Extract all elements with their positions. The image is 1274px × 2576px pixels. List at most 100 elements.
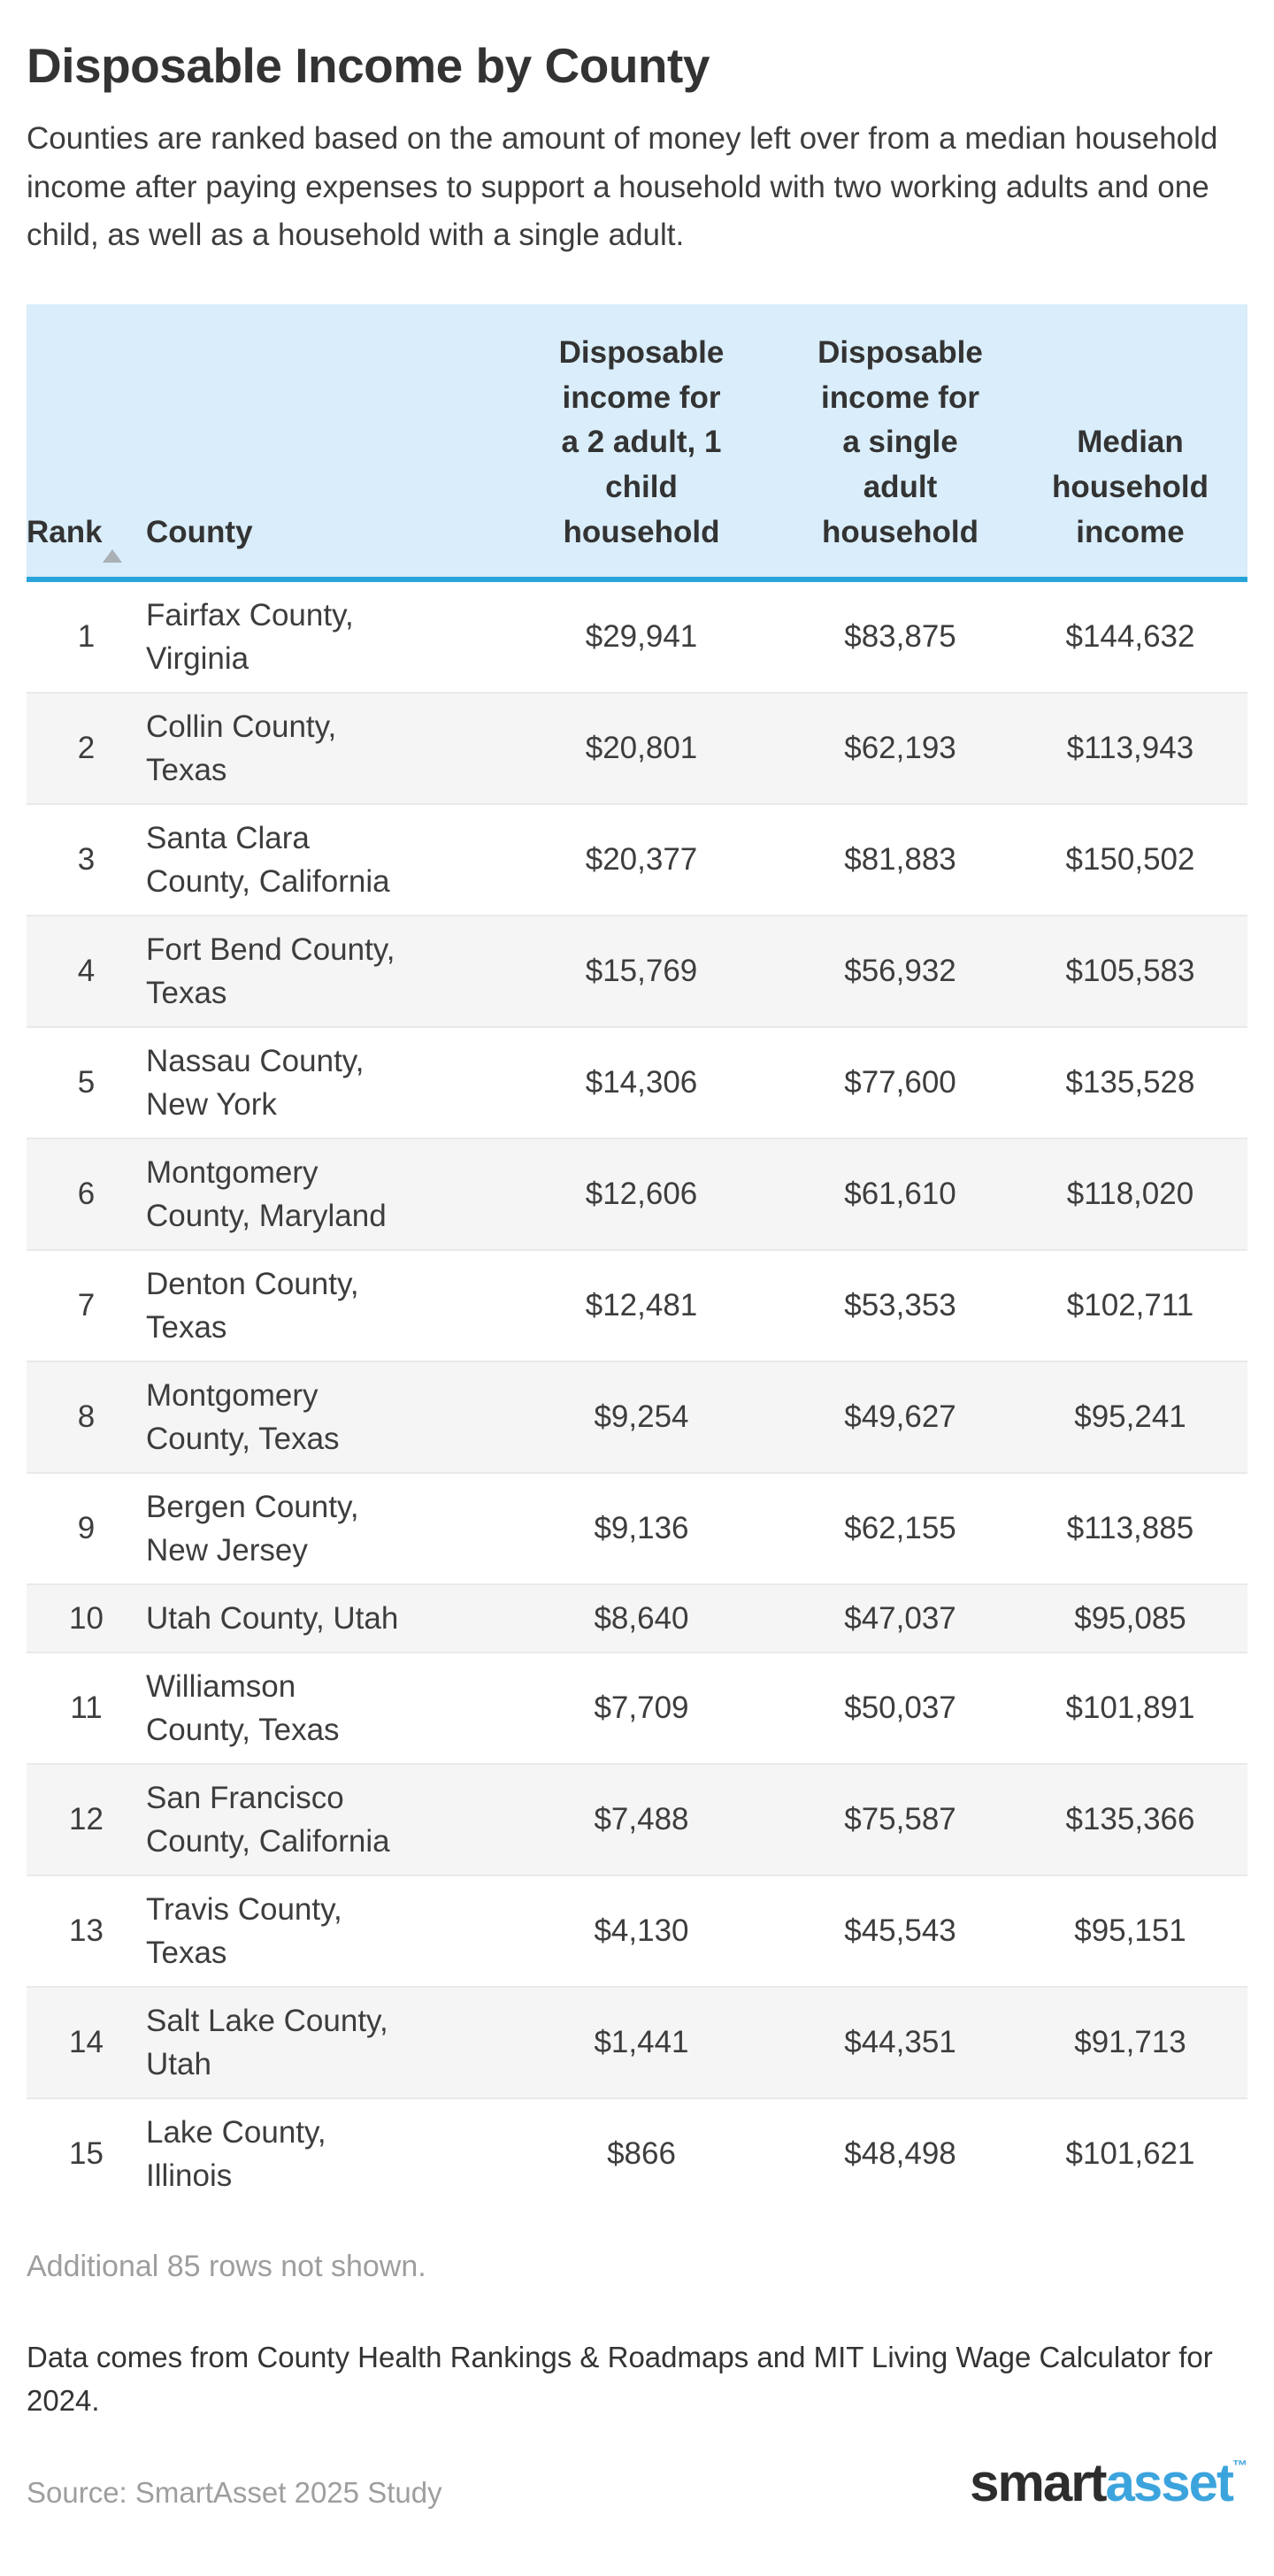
- table-row: 13 Travis County, Texas $4,130 $45,543 $95,1…: [27, 1874, 1247, 1987]
- page-description: Counties are ranked based on the amount …: [27, 121, 1218, 253]
- disposable-single-cell: $44,351: [787, 1985, 1013, 2098]
- table-row: 5 Nassau County, New York $14,306 $77,600 $1…: [27, 1025, 1247, 1138]
- data-source-note: Data comes from County Health Rankings &…: [27, 2340, 1213, 2418]
- disposable-2a1c-cell: $12,606: [495, 1137, 787, 1250]
- table-header: Rank County Disposable income for a 2 ad…: [27, 303, 1247, 582]
- disposable-single-cell: $47,037: [787, 1583, 1013, 1652]
- table-row: 2 Collin County, Texas $20,801 $62,193 $113,…: [27, 691, 1247, 804]
- footer: Source: SmartAsset 2025 Study smartasset…: [27, 2456, 1247, 2510]
- disposable-2a1c-cell: $12,481: [495, 1248, 787, 1361]
- county-header-label: County: [146, 514, 253, 549]
- median-income-cell: $101,891: [1013, 1651, 1247, 1764]
- disposable-single-cell: $53,353: [787, 1248, 1013, 1361]
- table-header-row: Rank County Disposable income for a 2 ad…: [27, 303, 1247, 582]
- disposable-2a1c-cell: $8,640: [495, 1583, 787, 1652]
- table-row: 7 Denton County, Texas $12,481 $53,353 $102,…: [27, 1248, 1247, 1361]
- median-income-header-label: Median household income: [1052, 425, 1209, 549]
- disposable-single-cell: $62,193: [787, 691, 1013, 804]
- disposable-single-cell: $75,587: [787, 1762, 1013, 1875]
- county-cell: Lake County, Illinois: [146, 2097, 495, 2209]
- county-cell: Salt Lake County, Utah: [146, 1985, 495, 2098]
- median-income-cell: $135,366: [1013, 1762, 1247, 1875]
- rank-cell: 12: [27, 1762, 146, 1875]
- disposable-single-cell: $83,875: [787, 578, 1013, 693]
- county-cell: Montgomery County, Maryland: [146, 1137, 495, 1250]
- sort-ascending-icon[interactable]: [102, 514, 122, 563]
- disposable-single-cell: $77,600: [787, 1025, 1013, 1138]
- table-row: 3 Santa Clara County, California $20,377 $8…: [27, 802, 1247, 916]
- disposable-single-cell: $61,610: [787, 1137, 1013, 1250]
- table-row: 10 Utah County, Utah $8,640 $47,037 $95,085: [27, 1583, 1247, 1652]
- disposable-2a1c-cell: $15,769: [495, 914, 787, 1027]
- disposable-2a1c-cell: $20,377: [495, 802, 787, 916]
- median-income-cell: $91,713: [1013, 1985, 1247, 2098]
- rank-cell: 11: [27, 1651, 146, 1764]
- county-cell: Denton County, Texas: [146, 1248, 495, 1361]
- table-row: 11 Williamson County, Texas $7,709 $50,037 $…: [27, 1651, 1247, 1764]
- median-income-cell: $105,583: [1013, 914, 1247, 1027]
- median-income-cell: $135,528: [1013, 1025, 1247, 1138]
- smartasset-logo: smartasset™: [970, 2456, 1247, 2510]
- column-header-median-household-income[interactable]: Median household income: [1013, 303, 1247, 582]
- county-cell: Bergen County, New Jersey: [146, 1471, 495, 1584]
- county-cell: Santa Clara County, California: [146, 802, 495, 916]
- disposable-single-header-label: Disposable income for a single adult hou…: [817, 334, 983, 549]
- rank-cell: 7: [27, 1248, 146, 1361]
- median-income-cell: $95,085: [1013, 1583, 1247, 1652]
- disposable-income-table: Rank County Disposable income for a 2 ad…: [27, 303, 1247, 2209]
- additional-rows-note: Additional 85 rows not shown.: [27, 2249, 426, 2283]
- disposable-2a1c-cell: $1,441: [495, 1985, 787, 2098]
- disposable-single-cell: $49,627: [787, 1360, 1013, 1473]
- disposable-2a1c-cell: $866: [495, 2097, 787, 2209]
- disposable-single-cell: $48,498: [787, 2097, 1013, 2209]
- county-cell: Collin County, Texas: [146, 691, 495, 804]
- table-row: 1 Fairfax County, Virginia $29,941 $83,875 $…: [27, 578, 1247, 693]
- median-income-cell: $144,632: [1013, 578, 1247, 693]
- county-cell: Williamson County, Texas: [146, 1651, 495, 1764]
- disposable-single-cell: $81,883: [787, 802, 1013, 916]
- disposable-2a1c-cell: $20,801: [495, 691, 787, 804]
- median-income-cell: $118,020: [1013, 1137, 1247, 1250]
- table-row: 14 Salt Lake County, Utah $1,441 $44,351 $91…: [27, 1985, 1247, 2098]
- page-title: Disposable Income by County: [27, 38, 710, 93]
- rank-cell: 13: [27, 1874, 146, 1987]
- disposable-single-cell: $62,155: [787, 1471, 1013, 1584]
- trademark-symbol: ™: [1232, 2457, 1247, 2474]
- study-source-label: Source: SmartAsset 2025 Study: [27, 2475, 442, 2509]
- table-row: 15 Lake County, Illinois $866 $48,498 $101,6…: [27, 2097, 1247, 2209]
- disposable-2a1c-cell: $7,709: [495, 1651, 787, 1764]
- county-cell: Fort Bend County, Texas: [146, 914, 495, 1027]
- rank-cell: 8: [27, 1360, 146, 1473]
- rank-cell: 15: [27, 2097, 146, 2209]
- rank-header-block: Rank: [27, 510, 122, 563]
- column-header-county[interactable]: County: [146, 303, 495, 582]
- median-income-cell: $113,943: [1013, 691, 1247, 804]
- disposable-single-cell: $45,543: [787, 1874, 1013, 1987]
- median-income-cell: $95,241: [1013, 1360, 1247, 1473]
- rank-cell: 1: [27, 578, 146, 693]
- rank-cell: 14: [27, 1985, 146, 2098]
- table-body: 1 Fairfax County, Virginia $29,941 $83,875 $…: [27, 578, 1247, 2209]
- disposable-2a1c-cell: $14,306: [495, 1025, 787, 1138]
- page: Disposable Income by County Counties are…: [27, 38, 1247, 2510]
- disposable-single-cell: $56,932: [787, 914, 1013, 1027]
- median-income-cell: $150,502: [1013, 802, 1247, 916]
- county-cell: Nassau County, New York: [146, 1025, 495, 1138]
- logo-smart-text: smart: [970, 2452, 1107, 2512]
- table-row: 4 Fort Bend County, Texas $15,769 $56,932 $1…: [27, 914, 1247, 1027]
- rank-cell: 3: [27, 802, 146, 916]
- county-cell: San Francisco County, California: [146, 1762, 495, 1875]
- column-header-disposable-single-adult[interactable]: Disposable income for a single adult hou…: [787, 303, 1013, 582]
- column-header-disposable-2adult-1child[interactable]: Disposable income for a 2 adult, 1 child…: [495, 303, 787, 582]
- logo-asset-text: asset: [1105, 2452, 1234, 2512]
- disposable-2a1c-cell: $7,488: [495, 1762, 787, 1875]
- county-cell: Travis County, Texas: [146, 1874, 495, 1987]
- rank-cell: 9: [27, 1471, 146, 1584]
- median-income-cell: $102,711: [1013, 1248, 1247, 1361]
- table-row: 8 Montgomery County, Texas $9,254 $49,627 $9…: [27, 1360, 1247, 1473]
- column-header-rank[interactable]: Rank: [27, 303, 146, 582]
- median-income-cell: $113,885: [1013, 1471, 1247, 1584]
- disposable-2a1c-header-label: Disposable income for a 2 adult, 1 child…: [558, 334, 725, 549]
- rank-header-label: Rank: [27, 514, 103, 549]
- county-cell: Montgomery County, Texas: [146, 1360, 495, 1473]
